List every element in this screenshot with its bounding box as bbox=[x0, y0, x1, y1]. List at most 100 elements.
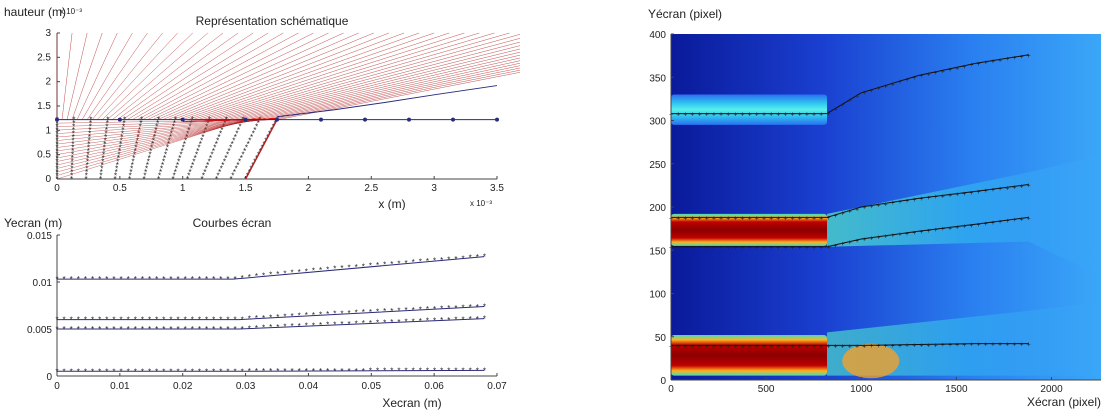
overlay-marker: + bbox=[905, 77, 909, 84]
ray-line bbox=[163, 33, 374, 120]
curve-marker: * bbox=[155, 316, 158, 325]
curve-marker: * bbox=[419, 258, 422, 267]
curve-marker: * bbox=[198, 316, 201, 325]
curve-marker: * bbox=[226, 325, 229, 334]
overlay-marker: + bbox=[740, 215, 744, 222]
overlay-marker: + bbox=[855, 93, 859, 100]
curve-marker: * bbox=[134, 367, 137, 376]
curve-marker: * bbox=[70, 325, 73, 334]
overlay-marker: + bbox=[1019, 183, 1023, 190]
ray-line bbox=[107, 33, 208, 120]
overlay-marker: + bbox=[998, 219, 1002, 226]
curve-marker: * bbox=[305, 311, 308, 320]
overlay-marker: + bbox=[740, 343, 744, 350]
overlay-marker: + bbox=[876, 235, 880, 242]
curve-marker: * bbox=[184, 367, 187, 376]
curve-marker: * bbox=[276, 367, 279, 376]
screen-point bbox=[495, 118, 499, 122]
ray-line bbox=[102, 33, 193, 120]
curve-marker: * bbox=[77, 316, 80, 325]
curve-marker: * bbox=[461, 366, 464, 375]
overlay-marker: + bbox=[819, 245, 823, 252]
curve-marker: * bbox=[141, 275, 144, 284]
overlay-marker: + bbox=[941, 68, 945, 75]
curve-marker: * bbox=[177, 367, 180, 376]
curve-marker: * bbox=[234, 316, 237, 325]
overlay-marker: + bbox=[948, 225, 952, 232]
curve-marker: * bbox=[440, 256, 443, 265]
screen-point bbox=[451, 118, 455, 122]
screen-point bbox=[118, 118, 122, 122]
curve-marker: * bbox=[162, 325, 165, 334]
x-axis-label: x (m) bbox=[378, 197, 405, 210]
ray-marker: * bbox=[215, 175, 218, 184]
overlay-marker: + bbox=[805, 112, 809, 119]
heatmap-band bbox=[671, 335, 827, 376]
curve-marker: * bbox=[112, 325, 115, 334]
overlay-marker: + bbox=[991, 342, 995, 349]
x-tick-label: 2 bbox=[306, 183, 312, 194]
curve-marker: * bbox=[77, 325, 80, 334]
curve-marker: * bbox=[291, 312, 294, 321]
overlay-marker: + bbox=[698, 112, 702, 119]
curve-marker: * bbox=[155, 275, 158, 284]
curve-marker: * bbox=[355, 367, 358, 376]
curve-marker: * bbox=[234, 275, 237, 284]
overlay-marker: + bbox=[962, 64, 966, 71]
curve-marker: * bbox=[390, 307, 393, 316]
ray-line bbox=[87, 33, 147, 120]
curve-marker: * bbox=[447, 304, 450, 313]
screen-point bbox=[363, 118, 367, 122]
curve-marker: * bbox=[461, 303, 464, 312]
curve-marker: * bbox=[219, 367, 222, 376]
overlay-marker: + bbox=[955, 192, 959, 199]
curve-marker: * bbox=[191, 325, 194, 334]
curve-marker: * bbox=[383, 318, 386, 327]
curve-marker: * bbox=[291, 322, 294, 331]
curve-marker: * bbox=[191, 316, 194, 325]
curve-marker: * bbox=[433, 367, 436, 376]
overlay-marker: + bbox=[912, 343, 916, 350]
overlay-marker: + bbox=[733, 112, 737, 119]
overlay-marker: + bbox=[698, 343, 702, 350]
overlay-marker: + bbox=[769, 245, 773, 252]
curve-marker: * bbox=[248, 315, 251, 324]
overlay-marker: + bbox=[884, 83, 888, 90]
overlay-marker: + bbox=[798, 343, 802, 350]
curve-marker: * bbox=[319, 310, 322, 319]
curve-marker: * bbox=[369, 367, 372, 376]
curve-marker: * bbox=[469, 315, 472, 324]
ray-marker: * bbox=[230, 175, 233, 184]
x-tick-label: 2.5 bbox=[364, 183, 378, 194]
overlay-marker: + bbox=[748, 215, 752, 222]
overlay-marker: + bbox=[969, 190, 973, 197]
overlay-marker: + bbox=[762, 215, 766, 222]
overlay-marker: + bbox=[855, 206, 859, 213]
x-tick-label: 0.04 bbox=[299, 381, 319, 392]
overlay-marker: + bbox=[855, 238, 859, 245]
curve-marker: * bbox=[362, 262, 365, 271]
curve-marker: * bbox=[362, 367, 365, 376]
x-tick-label: 0.02 bbox=[173, 381, 193, 392]
curve-marker: * bbox=[241, 325, 244, 334]
curve-marker: * bbox=[120, 275, 123, 284]
curve-marker: * bbox=[191, 275, 194, 284]
curve-marker: * bbox=[340, 367, 343, 376]
curve-marker: * bbox=[177, 275, 180, 284]
curve-marker: * bbox=[298, 367, 301, 376]
curve-marker: * bbox=[476, 253, 479, 262]
ray-line bbox=[153, 33, 344, 120]
overlay-marker: + bbox=[690, 245, 694, 252]
chart-title: Courbes écran bbox=[193, 216, 272, 230]
x-tick-label: 0.07 bbox=[487, 381, 507, 392]
y-tick-label: 0.015 bbox=[27, 231, 52, 242]
curve-marker: * bbox=[461, 254, 464, 263]
ray-line bbox=[233, 33, 520, 120]
overlay-marker: + bbox=[719, 215, 723, 222]
curve-marker: * bbox=[241, 367, 244, 376]
curve-marker: * bbox=[84, 316, 87, 325]
overlay-marker: + bbox=[812, 112, 816, 119]
overlay-marker: + bbox=[712, 215, 716, 222]
overlay-marker: + bbox=[791, 112, 795, 119]
curve-marker: * bbox=[226, 275, 229, 284]
